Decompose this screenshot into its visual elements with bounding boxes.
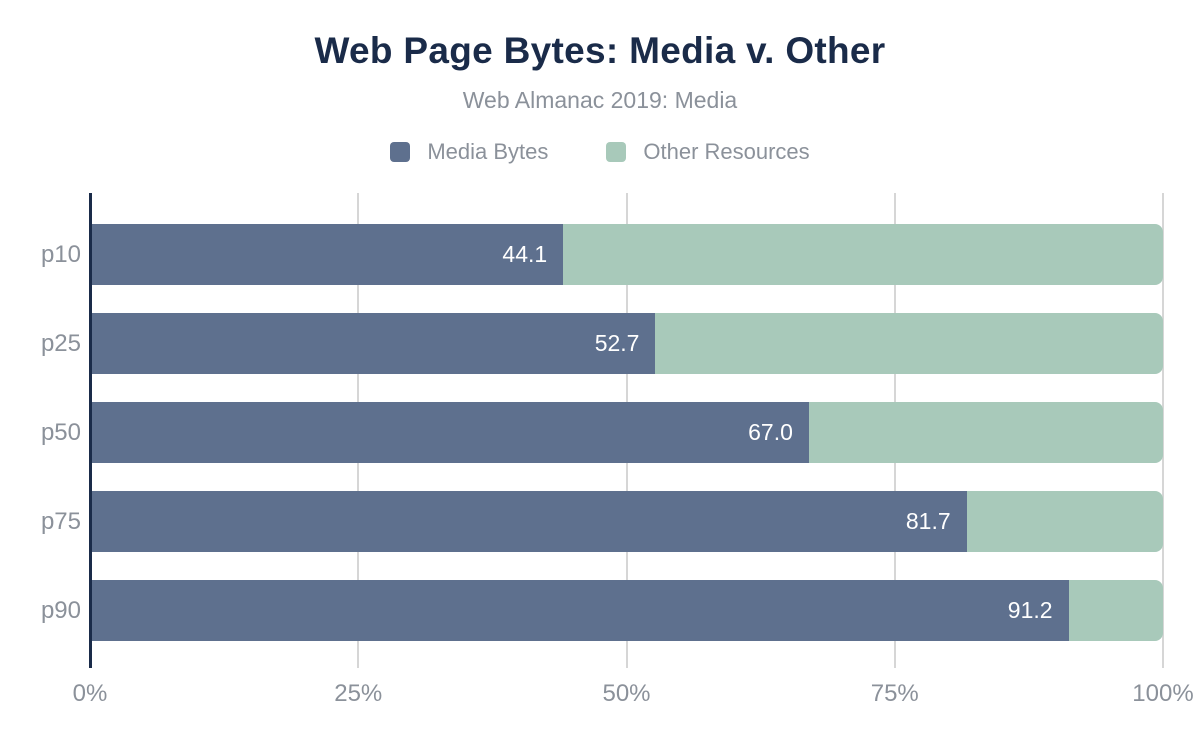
bar-segment-media-bytes[interactable]: 67.0 <box>90 402 809 463</box>
y-axis-category-label: p25 <box>40 329 81 357</box>
legend: Media Bytes Other Resources <box>0 139 1200 165</box>
bar-segment-media-bytes[interactable]: 44.1 <box>90 224 564 285</box>
legend-swatch-media-bytes <box>390 141 411 162</box>
bar-value-label: 91.2 <box>1007 597 1053 623</box>
y-axis-line <box>89 193 92 668</box>
x-tick-label: 100% <box>1132 680 1194 707</box>
chart-title: Web Page Bytes: Media v. Other <box>314 30 886 71</box>
bar-value-label: 67.0 <box>748 419 793 445</box>
bar-segment-media-bytes[interactable]: 81.7 <box>90 491 967 552</box>
bar-segment-other-resources[interactable] <box>1068 580 1163 641</box>
legend-item-other-resources[interactable]: Other Resources <box>606 138 810 165</box>
legend-label-media-bytes: Media Bytes <box>427 138 549 164</box>
bar-row: 81.7 p75 <box>41 491 1163 552</box>
y-axis-category-label: p10 <box>40 240 81 268</box>
bar-row: 44.1 p10 <box>41 224 1163 285</box>
bar-value-label: 81.7 <box>905 508 951 534</box>
legend-swatch-other-resources <box>606 141 627 162</box>
legend-item-media-bytes[interactable]: Media Bytes <box>390 139 548 165</box>
x-tick-label: 0% <box>72 680 108 707</box>
bar-segment-other-resources[interactable] <box>966 491 1163 552</box>
bar-segment-other-resources[interactable] <box>655 313 1163 374</box>
bar-row: 67.0 p50 <box>41 402 1163 463</box>
bar-segment-media-bytes[interactable]: 91.2 <box>90 580 1069 641</box>
x-tick-label: 50% <box>602 680 651 707</box>
bar-value-label: 44.1 <box>502 241 548 267</box>
y-axis-category-label: p75 <box>40 507 81 535</box>
plot-area: 0% 25% 50% 75% 100% 44.1 p10 52.7 p25 67.0 p50 81.7… <box>41 193 1194 707</box>
gridline <box>1162 193 1164 668</box>
bar-segment-other-resources[interactable] <box>808 402 1163 463</box>
y-axis-category-label: p50 <box>40 418 81 446</box>
chart-subtitle: Web Almanac 2019: Media <box>462 86 738 113</box>
bar-segment-other-resources[interactable] <box>563 224 1163 285</box>
bar-row: 52.7 p25 <box>41 313 1163 374</box>
x-tick-label: 25% <box>334 680 383 707</box>
bar-value-label: 52.7 <box>594 330 640 356</box>
y-axis-category-label: p90 <box>40 596 81 624</box>
legend-label-other-resources: Other Resources <box>643 138 810 164</box>
x-tick-label: 75% <box>870 680 919 707</box>
bar-segment-media-bytes[interactable]: 52.7 <box>90 313 656 374</box>
bar-row: 91.2 p90 <box>41 580 1163 641</box>
